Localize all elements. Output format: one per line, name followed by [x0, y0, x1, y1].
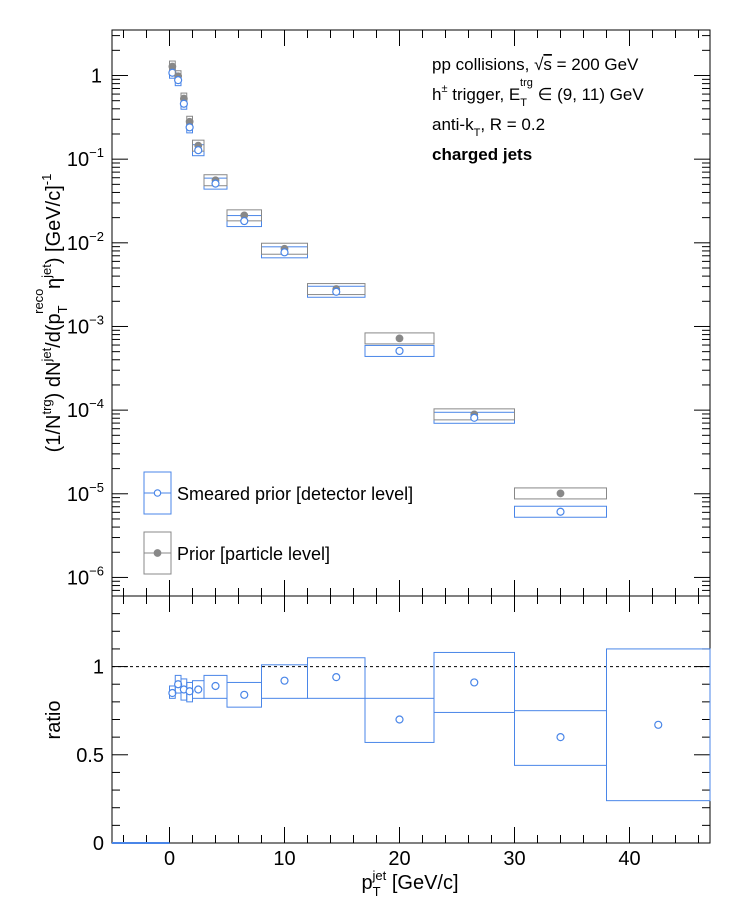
spectrum-y-tick-label: 1	[91, 66, 102, 88]
spectrum-data-marks	[168, 60, 607, 518]
legend-entry-prior: Prior [particle level]	[143, 531, 330, 575]
x-tick-label: 10	[273, 848, 295, 870]
spectrum-axis-ticks	[112, 30, 710, 597]
detector-level-point	[174, 76, 183, 85]
x-tick-label: 30	[503, 848, 525, 870]
detector-level-point	[556, 507, 565, 516]
detector-level-point	[470, 413, 479, 422]
ratio-y-axis-title: ratio	[43, 701, 65, 740]
detector-level-point	[240, 216, 249, 226]
legend-label-prior: Prior [particle level]	[177, 544, 330, 564]
ratio-uncertainty-box	[364, 697, 435, 743]
spectrum-y-tick-label: 10−1	[67, 145, 104, 171]
ratio-point	[470, 678, 479, 687]
detector-level-point	[185, 123, 194, 132]
ratio-point	[332, 673, 341, 682]
detector-level-box	[364, 344, 435, 357]
detector-level-point	[395, 346, 404, 356]
detector-level-point	[168, 68, 177, 77]
detector-level-point	[179, 99, 188, 108]
legend-entry-smeared-prior: Smeared prior [detector level]	[143, 471, 413, 515]
ratio-point	[395, 715, 404, 724]
detector-level-point	[194, 146, 203, 155]
ratio-point	[240, 690, 249, 699]
ratio-y-tick-label: 0	[93, 833, 104, 855]
ratio-point	[194, 685, 203, 694]
spectrum-y-tick-label: 10−2	[67, 229, 104, 255]
spectrum-y-tick-labels: 1 10−1 10−2 10−3 10−4 10−5 10−6	[67, 66, 104, 590]
detector-level-box	[514, 505, 607, 518]
spectrum-y-tick-label: 10−4	[67, 396, 104, 422]
particle-level-point	[556, 489, 565, 498]
x-axis-title: pTjet [GeV/c]	[361, 868, 458, 899]
ratio-point	[185, 687, 194, 696]
ratio-data-marks	[112, 648, 711, 844]
ratio-uncertainty-box	[433, 651, 515, 713]
ratio-point	[211, 681, 220, 691]
ratio-tick-labels: 00.510 10 20 30 40	[76, 657, 640, 870]
x-tick-label: 40	[618, 848, 640, 870]
spectrum-y-tick-label: 10−3	[67, 312, 104, 338]
annotation-collisions: pp collisions, √s = 200 GeV	[432, 55, 639, 74]
legend-label-smeared-prior: Smeared prior [detector level]	[177, 484, 413, 504]
ratio-point	[280, 676, 289, 685]
legend: Smeared prior [detector level] Prior [pa…	[143, 471, 413, 575]
ratio-point	[174, 680, 183, 689]
particle-level-point	[395, 334, 404, 343]
detector-level-point	[332, 287, 341, 296]
spectrum-y-tick-label: 10−5	[67, 480, 104, 506]
particle-level-box	[514, 487, 607, 500]
ratio-point	[556, 733, 565, 742]
x-tick-label: 0	[164, 848, 175, 870]
particle-level-box	[364, 332, 435, 345]
ratio-uncertainty-box	[307, 657, 366, 699]
x-tick-label: 20	[388, 848, 410, 870]
spectrum-y-tick-label: 10−6	[67, 563, 104, 589]
ratio-axis-ticks	[112, 595, 710, 844]
annotation-jet-type: charged jets	[432, 145, 532, 164]
ratio-uncertainty-box	[606, 648, 711, 802]
ratio-point	[654, 720, 663, 729]
detector-level-point	[280, 248, 289, 257]
detector-level-point	[211, 179, 220, 188]
ratio-y-tick-label: 1	[93, 657, 104, 679]
ratio-y-tick-label: 0.5	[76, 745, 104, 767]
